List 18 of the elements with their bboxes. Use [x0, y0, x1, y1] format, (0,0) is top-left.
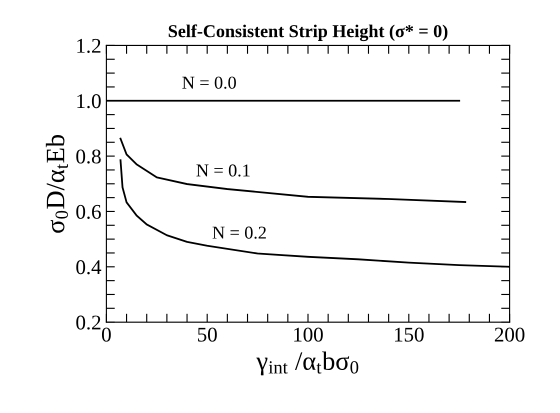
line-series: [120, 138, 466, 203]
y-tick-label: 0.2: [76, 316, 100, 330]
x-axis-title: γ$_{int}$ /α$_{t}$bσ$_{0}$: [256, 351, 358, 376]
x-tick-label: 50: [198, 328, 217, 342]
chart-title: Self-Consistent Strip Height (σ* = 0): [168, 24, 448, 42]
y-tick-label: 1.0: [77, 94, 101, 108]
series-label: N = 0.2: [212, 226, 266, 239]
series-label: N = 0.0: [182, 76, 236, 89]
y-tick-label: 0.6: [76, 204, 101, 219]
y-tick-label: 1.2: [77, 38, 100, 53]
y-tick-label: 0.4: [76, 260, 102, 274]
y-axis-title: σ$_{0}$D/α$_{t}$Eb: [46, 135, 68, 233]
series-label: N = 0.1: [196, 164, 250, 177]
x-tick-label: 0: [102, 328, 111, 342]
x-tick-label: 200: [494, 328, 524, 342]
x-tick-label: 100: [294, 328, 323, 342]
x-tick-label: 150: [395, 328, 424, 342]
y-tick-label: 0.8: [76, 149, 101, 164]
